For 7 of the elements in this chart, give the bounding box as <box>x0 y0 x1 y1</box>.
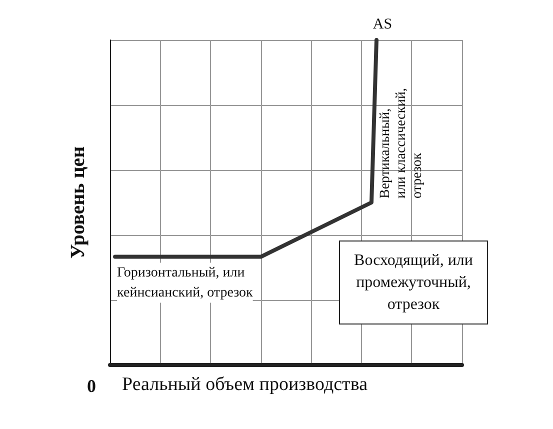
annotation: Горизонтальный, или кейнсианский, отрезок <box>117 265 254 300</box>
annotation: Вертикальный, или классический, отрезок <box>378 88 425 198</box>
y-axis-title: Уровень цен <box>67 146 89 259</box>
series-label: AS <box>372 16 392 32</box>
x-axis-title: Реальный объем производства <box>122 374 368 395</box>
text: 0 <box>87 376 96 396</box>
annotation: Восходящий, или промежуточный, отрезок <box>354 252 474 313</box>
